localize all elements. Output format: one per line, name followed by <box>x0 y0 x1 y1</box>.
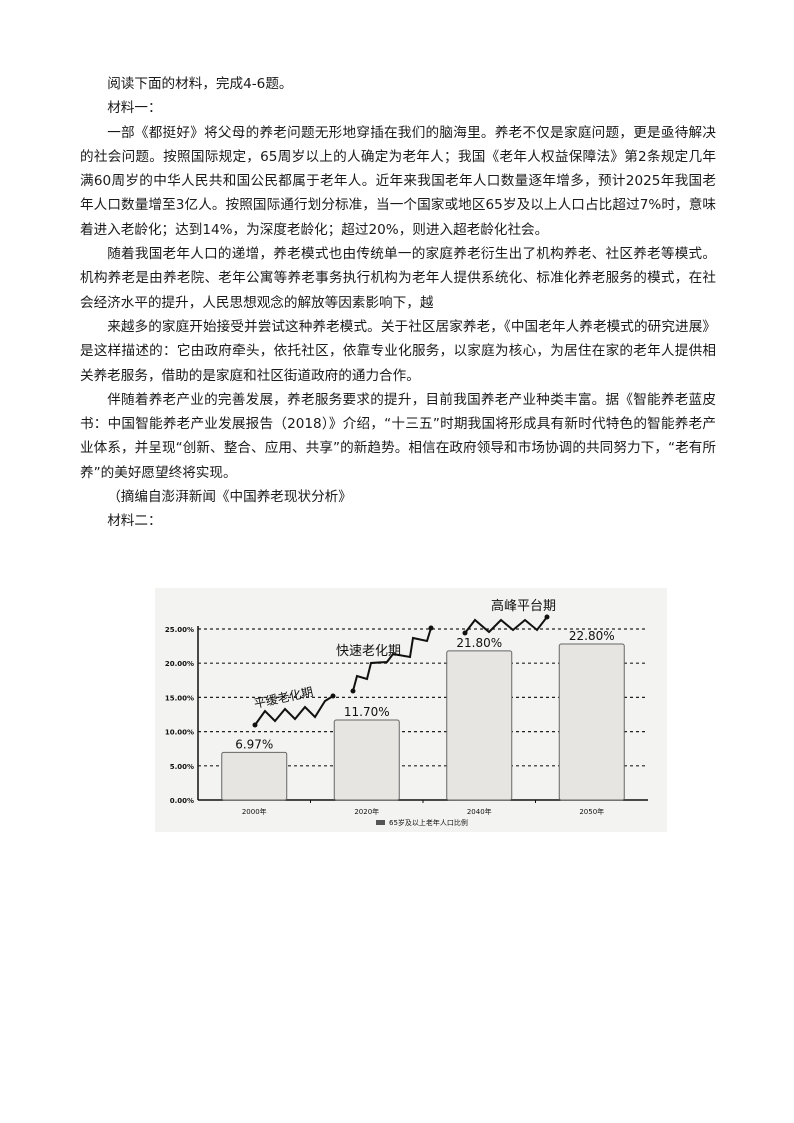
paragraph-2: 随着我国老年人口的递增，养老模式也由传统单一的家庭养老衍生出了机构养老、社区养老… <box>80 246 716 311</box>
legend-swatch <box>376 820 385 825</box>
x-tick-label: 2000年 <box>242 807 267 816</box>
paragraph-4: 伴随着养老产业的完善发展，养老服务要求的提升，目前我国养老产业种类丰富。据《智能… <box>80 391 716 481</box>
y-tick-label: 25.00% <box>165 626 194 634</box>
document-body: 阅读下面的材料，完成4-6题。 材料一： 一部《都挺好》将父母的养老问题无形地穿… <box>80 72 716 534</box>
annotation-label: 快速老化期 <box>336 644 401 659</box>
paragraph-3: 来越多的家庭开始接受并尝试这种养老模式。关于社区居家养老，《中国老年人养老模式的… <box>80 318 716 384</box>
trend-dot <box>350 688 356 694</box>
material1-label: 材料一： <box>107 100 162 117</box>
y-tick-label: 15.00% <box>165 694 194 702</box>
bar-2000年 <box>221 751 288 801</box>
trend-zigzag <box>352 627 432 692</box>
trend-dot <box>330 693 336 699</box>
paragraph-1: 一部《都挺好》将父母的养老问题无形地穿插在我们的脑海里。养老不仅是家庭问题，更是… <box>80 124 716 238</box>
x-tick-label: 2040年 <box>467 807 492 816</box>
y-tick-label: 0.00% <box>170 797 194 805</box>
trend-dot <box>544 614 550 620</box>
legend-label: 65岁及以上老年人口比例 <box>389 818 468 827</box>
trend-dot <box>252 722 258 728</box>
trend-zigzag <box>254 695 334 726</box>
annotation-label: 高峰平台期 <box>491 598 556 614</box>
data-label: 6.97% <box>235 737 273 751</box>
bar-2050年 <box>558 643 625 801</box>
data-label: 21.80% <box>456 636 502 650</box>
intro-line: 阅读下面的材料，完成4-6题。 <box>107 76 293 92</box>
y-tick-label: 10.00% <box>165 729 194 737</box>
bar-2020年 <box>333 719 400 801</box>
trend-zigzag <box>464 616 548 634</box>
trend-dot <box>428 625 434 631</box>
data-label: 11.70% <box>344 705 390 719</box>
data-label: 22.80% <box>569 629 615 643</box>
y-tick-label: 5.00% <box>170 763 194 771</box>
x-tick-label: 2020年 <box>354 807 379 816</box>
aging-chart: 0.00% 5.00% 10.00% 15.00% 20.00% 25.00% 6.97% 2… <box>155 588 667 832</box>
y-tick-label: 20.00% <box>165 660 194 668</box>
trend-dot <box>462 630 468 636</box>
material2-label: 材料二： <box>107 513 162 530</box>
source-line: （摘编自澎湃新闻《中国养老现状分析》 <box>107 489 352 506</box>
bar-2040年 <box>446 650 513 801</box>
x-tick-label: 2050年 <box>579 807 604 816</box>
